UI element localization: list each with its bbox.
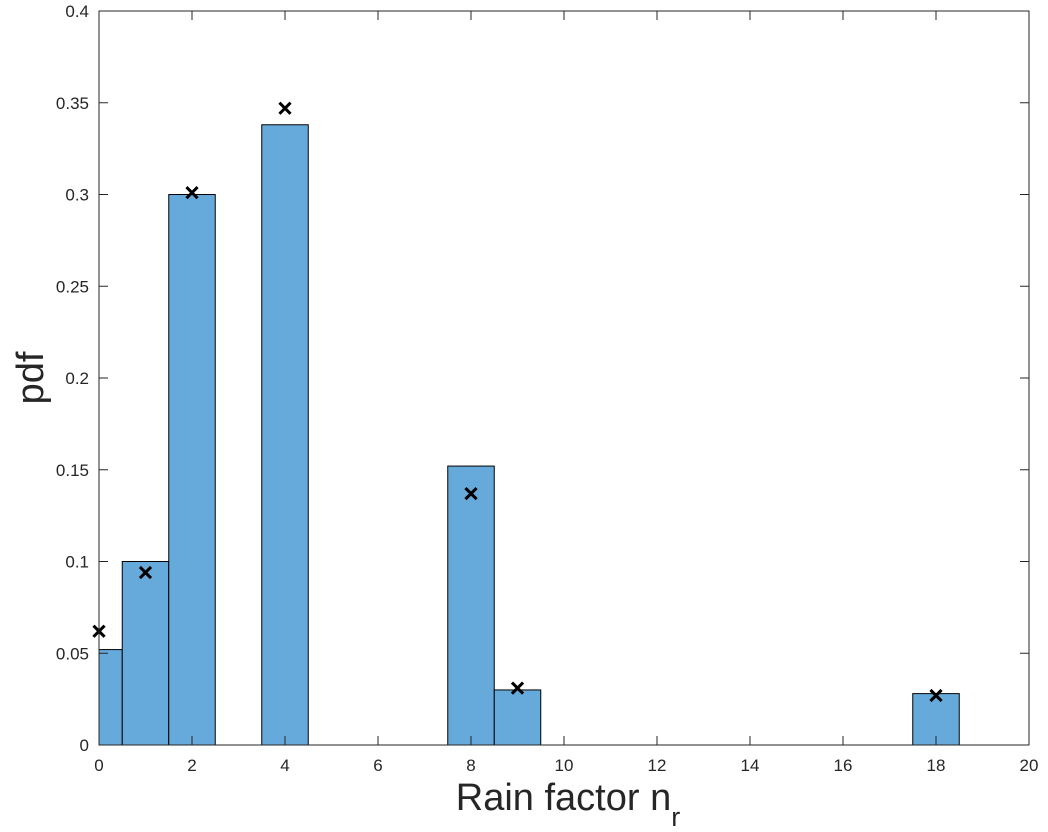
marker-8 <box>464 486 478 501</box>
bar-9 <box>493 689 542 746</box>
x-tick-label-4: 4 <box>280 756 289 775</box>
x-tick-label-6: 6 <box>373 756 382 775</box>
y-tick-label-7: 0.35 <box>56 94 89 113</box>
bar-8 <box>447 465 495 746</box>
y-tick-label-0: 0 <box>80 736 89 755</box>
x-tick-label-2: 2 <box>187 756 196 775</box>
y-tick-label-8: 0.4 <box>65 2 89 21</box>
x-tick-label-0: 0 <box>94 756 103 775</box>
x-axis-label: Rain factor nr <box>456 777 680 832</box>
bar-4 <box>261 124 309 746</box>
x-axis-label-main: Rain factor n <box>456 777 671 819</box>
y-tick-label-1: 0.05 <box>56 644 89 663</box>
marker-2 <box>185 186 199 200</box>
x-tick-label-12: 12 <box>648 756 667 775</box>
x-tick-labels: 0 2 4 6 8 10 12 14 16 18 20 <box>94 756 1038 775</box>
marker-18 <box>929 688 943 703</box>
y-tick-labels: 0 0.05 0.1 0.15 0.2 0.25 0.3 0.35 0.4 <box>56 2 89 755</box>
x-tick-label-18: 18 <box>927 756 946 775</box>
y-tick-label-5: 0.25 <box>56 277 89 296</box>
x-tick-label-8: 8 <box>466 756 475 775</box>
y-axis-label: pdf <box>10 351 52 404</box>
x-tick-label-16: 16 <box>834 756 853 775</box>
markers-group <box>92 101 943 703</box>
plot-frame <box>98 10 1030 746</box>
y-tick-label-6: 0.3 <box>65 186 89 205</box>
marker-1 <box>138 565 153 580</box>
bars-group <box>98 124 960 746</box>
bar-2 <box>168 194 216 746</box>
x-tick-label-20: 20 <box>1020 756 1039 775</box>
marker-4 <box>278 101 292 115</box>
x-axis-label-subscript: r <box>671 802 680 832</box>
ticks-group <box>98 10 1030 746</box>
x-tick-label-14: 14 <box>741 756 760 775</box>
marker-9 <box>510 681 525 695</box>
bar-0 <box>98 649 123 746</box>
y-tick-label-2: 0.1 <box>65 553 89 572</box>
bar-1 <box>121 561 170 746</box>
y-tick-label-4: 0.2 <box>65 369 89 388</box>
y-tick-label-3: 0.15 <box>56 461 89 480</box>
x-tick-label-10: 10 <box>555 756 574 775</box>
